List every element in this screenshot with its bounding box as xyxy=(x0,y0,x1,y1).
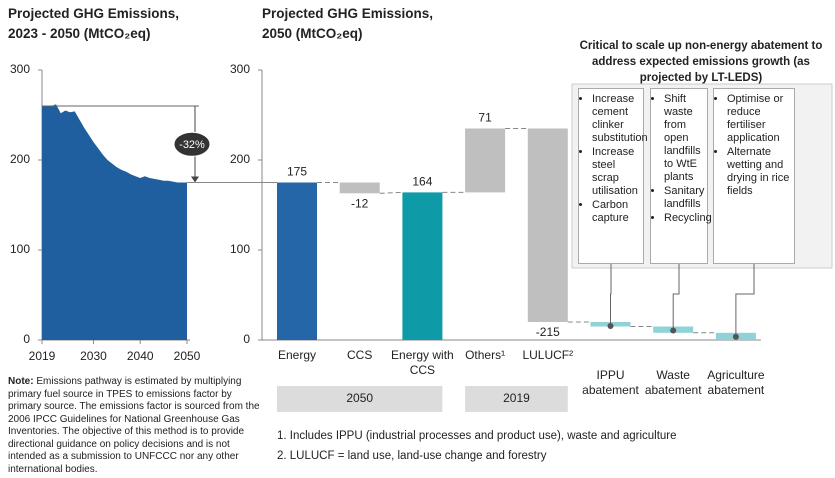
chart-title: Projected GHG Emissions, xyxy=(8,6,180,21)
y-tick-label: 200 xyxy=(230,152,250,166)
x-tick-label: Energy with CCS xyxy=(391,348,454,377)
arrow-head xyxy=(191,176,199,183)
x-tick-label: LULUCF² xyxy=(522,348,574,362)
x-tick-label: Agriculture abatement xyxy=(707,368,765,397)
callout-title: Critical to scale up non-energy abatemen… xyxy=(579,40,823,84)
bullet: Sanitary landfills xyxy=(664,185,704,211)
x-tick-label: CCS xyxy=(347,348,373,362)
note: Note: Emissions pathway is estimated by … xyxy=(8,376,260,476)
y-tick-label: 200 xyxy=(10,152,30,166)
y-tick-label: 300 xyxy=(230,62,250,76)
bullet: Recycling xyxy=(664,212,712,225)
x-tick-label: Energy xyxy=(277,348,317,362)
connector-dot xyxy=(670,327,677,334)
bullet: Shift waste from open landfills to WtE p… xyxy=(664,93,704,184)
chart-title: Projected GHG Emissions, xyxy=(262,6,434,21)
connector xyxy=(379,191,403,194)
note-text: Emissions pathway is estimated by multip… xyxy=(8,376,260,475)
bar xyxy=(277,182,317,340)
y-tick-label: 0 xyxy=(243,332,250,346)
bullet: Increase steel scrap utilisation xyxy=(592,146,640,198)
data-label: 71 xyxy=(478,111,492,125)
area xyxy=(42,104,187,340)
connector-dot xyxy=(732,333,739,340)
bar xyxy=(527,128,568,322)
data-label: 164 xyxy=(412,175,432,189)
note-label: Note: xyxy=(8,376,34,387)
group-label: 2050 xyxy=(346,391,373,405)
x-tick-label: Waste abatement xyxy=(644,368,702,397)
group-label: 2019 xyxy=(503,391,530,405)
callout-box: Shift waste from open landfills to WtE p… xyxy=(650,88,712,264)
y-tick-label: 0 xyxy=(23,332,30,346)
footnote: 2. LULUCF = land use, land-use change an… xyxy=(277,450,547,462)
annotation: -32% xyxy=(179,139,205,151)
connector-dot xyxy=(607,323,614,329)
y-tick-label: 100 xyxy=(10,242,30,256)
callout-box: Increase cement clinker substitutionIncr… xyxy=(578,88,648,264)
y-tick-label: 300 xyxy=(10,62,30,76)
bullet: Optimise or reduce fertiliser applicatio… xyxy=(727,93,791,145)
x-tick-label: 2030 xyxy=(80,349,107,363)
connector xyxy=(672,264,680,331)
bar xyxy=(465,128,506,193)
x-tick-label: Others¹ xyxy=(465,348,506,362)
group-band xyxy=(277,386,443,412)
bullet-list: Increase cement clinker substitutionIncr… xyxy=(582,93,648,225)
bullet-list: Optimise or reduce fertiliser applicatio… xyxy=(717,93,791,198)
bullet: Carbon capture xyxy=(592,199,640,225)
bullet: Alternate wetting and drying in rice fie… xyxy=(727,146,791,198)
x-tick-label: 2019 xyxy=(29,349,56,363)
annotation-badge xyxy=(173,131,211,157)
data-label: 175 xyxy=(287,165,307,179)
x-tick-label: 2040 xyxy=(127,349,154,363)
y-tick-label: 100 xyxy=(230,242,250,256)
bar xyxy=(402,192,443,340)
data-label: -215 xyxy=(536,325,560,339)
group-band xyxy=(465,386,568,412)
connector xyxy=(610,264,612,326)
x-tick-label: 2050 xyxy=(174,349,201,363)
footnote: 1. Includes IPPU (industrial processes a… xyxy=(277,430,677,442)
bullet-list: Shift waste from open landfills to WtE p… xyxy=(654,93,712,225)
bullet: Increase cement clinker substitution xyxy=(592,93,648,145)
callout-box: Optimise or reduce fertiliser applicatio… xyxy=(713,88,795,264)
x-tick-label: IPPU abatement xyxy=(582,368,639,397)
data-label: -12 xyxy=(351,196,369,210)
chart-title: 2023 - 2050 (MtCO₂eq) xyxy=(8,26,151,41)
bar xyxy=(339,182,380,194)
chart-title: 2050 (MtCO₂eq) xyxy=(262,26,363,41)
connector xyxy=(735,264,755,337)
